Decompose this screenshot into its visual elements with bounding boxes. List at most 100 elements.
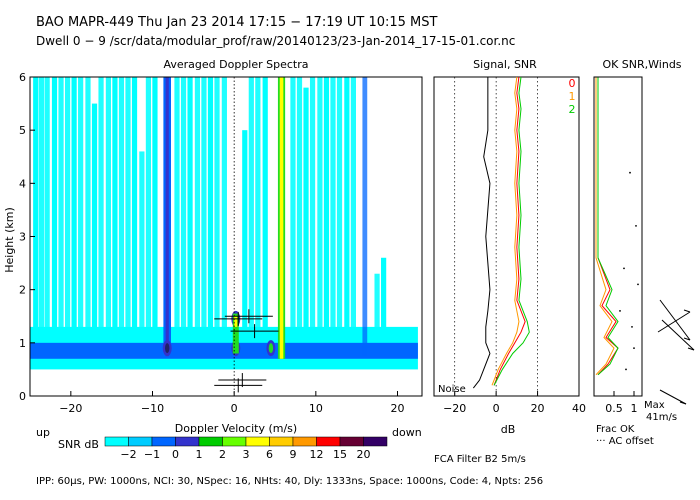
spectra-band [362,77,368,357]
spectra-contour-streak [242,130,248,367]
colorbar-level-label: 2 [219,448,226,461]
spectra-contour-streak [125,77,131,367]
colorbar-level-label: −1 [144,448,160,461]
colorbar-cell [175,436,200,447]
ok-snr-offset-dot [631,325,633,328]
spectra-title: Averaged Doppler Spectra [163,58,308,71]
spectra-contour-streak [131,77,138,367]
spectra-contour-streak [194,77,201,367]
spectra-x-label: Doppler Velocity (m/s) [175,422,297,435]
spectra-low-level-layer [30,342,418,359]
signal-snr-panel: Signal, SNR −20 0 20 40 Noise dB FCA Filter… [433,58,586,465]
signal-snr-series-0 [493,76,526,386]
spectra-contour-streak [118,77,125,367]
colorbar-cell [151,436,176,447]
spectra-contour-streak [78,77,84,367]
colorbar-level-label: 1 [196,448,203,461]
spectra-contour-streak [174,77,180,367]
spectra-y-tick-label: 3 [19,231,26,244]
colorbar-cell [292,436,317,447]
spectra-y-tick-label: 6 [19,71,26,84]
wind-barb-head [679,401,687,405]
spectra-contour-streak [344,77,350,367]
colorbar-level-label: 12 [310,448,324,461]
colorbar-level-label: 6 [266,448,273,461]
spectra-peak-core [268,343,274,354]
spectra-contour-streak [64,77,71,367]
colorbar-level-label: 15 [333,448,347,461]
spectra-contour-streak [255,77,261,367]
spectra-peak-column [232,313,239,354]
spectra-contour-streak [336,77,343,367]
ok-snr-title: OK SNR,Winds [602,58,681,71]
snr-colorbar: SNR dB −2 −1 0 1 2 3 6 9 12 15 20 [58,436,388,461]
ok-snr-offset-dot [625,368,627,371]
spectra-contour-streak [290,77,296,367]
colorbar-cell [198,436,223,447]
spectra-contour-streak [330,77,336,367]
spectra-x-tick-label: 10 [309,402,323,415]
ok-snr-legend-1: 1 [569,90,576,103]
spectra-contour-streak [309,77,316,367]
colorbar-label: SNR dB [58,438,99,451]
noise-label: Noise [438,384,466,395]
signal-snr-series-2 [493,76,530,386]
spectra-contour-streak [112,77,118,367]
spectra-peak-column-core [234,316,238,327]
footer-params: IPP: 60µs, PW: 1000ns, NCI: 30, NSpec: 1… [36,476,543,487]
wind-barb [657,311,691,333]
ok-snr-offset-dot [623,267,625,270]
ok-snr-series-2 [597,77,619,376]
spectra-band-core [165,77,169,357]
spectra-x-tick-label: −20 [59,402,82,415]
ok-snr-offset-dot [637,283,639,286]
spectra-contour-streak [33,77,39,367]
spectra-y-tick-label: 4 [19,177,26,190]
spectra-contour-streak [303,87,309,367]
spectra-y-tick-label: 2 [19,284,26,297]
colorbar-cell [222,436,247,447]
ok-snr-offset-dot [635,224,637,227]
spectra-peak-core [165,343,170,354]
wind-barb [659,299,691,341]
ok-snr-series-1 [595,77,615,376]
spectra-contour-streak [71,77,77,367]
ok-snr-x-tick-label: 0.5 [605,402,623,415]
spectra-contour-streak [323,77,330,367]
colorbar-cell [269,436,294,447]
colorbar-cell [339,436,364,447]
spectra-contour-streak [201,77,207,367]
wind-barb-head [683,337,691,341]
colorbar-level-label: 20 [357,448,371,461]
spectra-contour-streak [317,77,323,367]
colorbar-cell [104,436,129,447]
colorbar-cell [363,436,388,447]
header-path: Dwell 0 − 9 /scr/data/modular_prof/raw/2… [36,34,515,48]
spectra-contour-streak [91,103,98,367]
spectra-contour-streak [374,273,380,367]
spectra-contour-streak [248,77,254,367]
spectra-y-label: Height (km) [3,207,16,273]
signal-snr-x-label: dB [501,423,516,436]
spectra-contour-streak [296,77,303,367]
spectra-x-tick-label: 0 [231,402,238,415]
wind-barb [659,389,687,405]
colorbar-level-label: 3 [243,448,250,461]
spectra-up-label: up [36,426,50,439]
signal-snr-series-noise [472,77,491,389]
signal-snr-x-tick-label: −20 [443,402,466,415]
wind-barb [661,319,695,351]
wind-barb-head [683,309,691,313]
spectra-contour-streak [350,77,356,367]
spectra-y-tick-label: 1 [19,337,26,350]
header-title: BAO MAPR-449 Thu Jan 23 2014 17:15 − 17:… [36,15,438,30]
spectra-contour-streak [214,77,220,367]
signal-snr-frame [433,76,580,397]
spectra-contour-streak [381,257,387,367]
ok-snr-legend-2: 2 [569,103,576,116]
spectra-contour-streak [38,77,45,367]
spectra-contour-streak [180,77,187,367]
spectra-contour-streak [221,77,227,367]
